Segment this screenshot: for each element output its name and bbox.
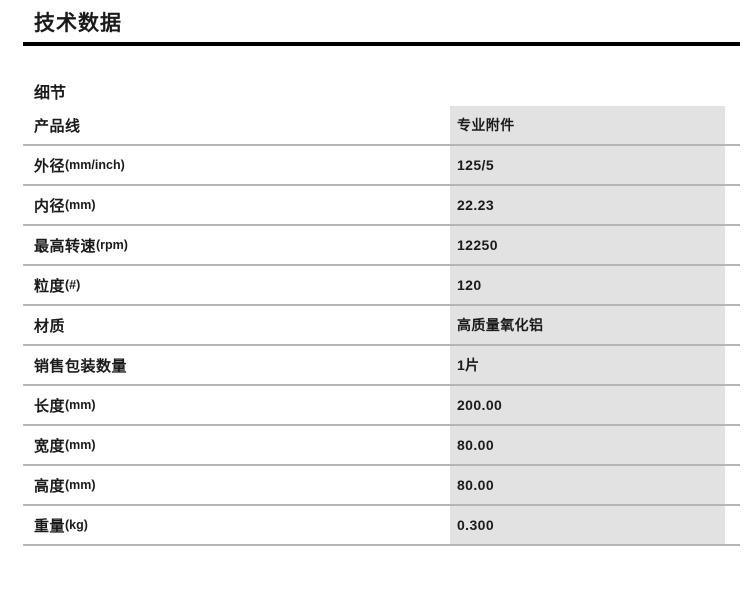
row-tail-spacer <box>725 146 740 184</box>
row-tail-spacer <box>725 306 740 344</box>
spec-label: 长度 <box>34 397 66 415</box>
spec-unit: (rpm) <box>96 238 128 252</box>
row-tail-spacer <box>725 466 740 504</box>
spec-label: 重量 <box>34 517 66 535</box>
table-row: 销售包装数量 1片 <box>23 346 740 386</box>
spec-label-cell: 产品线 <box>23 106 450 144</box>
row-tail-spacer <box>725 226 740 264</box>
row-tail-spacer <box>725 506 740 544</box>
spec-unit: (mm/inch) <box>65 158 125 172</box>
spec-unit: (mm) <box>65 438 96 452</box>
spec-value: 120 <box>457 277 482 293</box>
spec-label-cell: 高度 (mm) <box>23 466 450 504</box>
spec-unit: (#) <box>65 278 81 292</box>
title-underline-rule <box>23 42 740 46</box>
row-tail-spacer <box>725 426 740 464</box>
page-title: 技术数据 <box>34 12 122 35</box>
spec-value-cell: 80.00 <box>450 426 725 464</box>
spec-value: 专业附件 <box>457 117 515 133</box>
spec-label: 产品线 <box>34 117 81 135</box>
section-heading-details: 细节 <box>34 85 67 102</box>
table-row: 内径 (mm) 22.23 <box>23 186 740 226</box>
row-tail-spacer <box>725 346 740 384</box>
spec-value-cell: 1片 <box>450 346 725 384</box>
spec-value: 80.00 <box>457 437 495 453</box>
spec-value-cell: 125/5 <box>450 146 725 184</box>
table-row: 高度 (mm) 80.00 <box>23 466 740 506</box>
spec-value: 1片 <box>457 357 480 373</box>
row-tail-spacer <box>725 266 740 304</box>
spec-label: 材质 <box>34 317 66 335</box>
spec-value-cell: 专业附件 <box>450 106 725 144</box>
spec-unit: (kg) <box>65 518 88 532</box>
spec-value-cell: 高质量氧化铝 <box>450 306 725 344</box>
spec-value-cell: 22.23 <box>450 186 725 224</box>
spec-label: 外径 <box>34 157 66 175</box>
spec-unit: (mm) <box>65 478 96 492</box>
row-tail-spacer <box>725 106 740 144</box>
spec-label: 内径 <box>34 197 66 215</box>
table-row: 材质 高质量氧化铝 <box>23 306 740 346</box>
spec-value: 200.00 <box>457 397 503 413</box>
spec-unit: (mm) <box>65 398 96 412</box>
row-tail-spacer <box>725 186 740 224</box>
table-row: 产品线 专业附件 <box>23 106 740 146</box>
spec-value-cell: 120 <box>450 266 725 304</box>
spec-value: 80.00 <box>457 477 495 493</box>
spec-value: 12250 <box>457 237 498 253</box>
spec-label-cell: 重量 (kg) <box>23 506 450 544</box>
spec-value: 125/5 <box>457 157 495 173</box>
spec-label-cell: 粒度 (#) <box>23 266 450 304</box>
table-row: 外径 (mm/inch) 125/5 <box>23 146 740 186</box>
spec-label: 最高转速 <box>34 237 97 255</box>
table-row: 宽度 (mm) 80.00 <box>23 426 740 466</box>
spec-label: 宽度 <box>34 437 66 455</box>
spec-value-cell: 80.00 <box>450 466 725 504</box>
spec-label-cell: 内径 (mm) <box>23 186 450 224</box>
spec-label-cell: 长度 (mm) <box>23 386 450 424</box>
table-row: 重量 (kg) 0.300 <box>23 506 740 546</box>
spec-label: 销售包装数量 <box>34 357 128 375</box>
spec-label-cell: 销售包装数量 <box>23 346 450 384</box>
spec-label: 粒度 <box>34 277 66 295</box>
spec-label: 高度 <box>34 477 66 495</box>
spec-label-cell: 最高转速 (rpm) <box>23 226 450 264</box>
spec-value: 0.300 <box>457 517 495 533</box>
spec-value: 高质量氧化铝 <box>457 317 544 333</box>
spec-label-cell: 宽度 (mm) <box>23 426 450 464</box>
table-row: 粒度 (#) 120 <box>23 266 740 306</box>
spec-value-cell: 200.00 <box>450 386 725 424</box>
spec-value-cell: 12250 <box>450 226 725 264</box>
row-tail-spacer <box>725 386 740 424</box>
spec-label-cell: 外径 (mm/inch) <box>23 146 450 184</box>
spec-label-cell: 材质 <box>23 306 450 344</box>
table-row: 最高转速 (rpm) 12250 <box>23 226 740 266</box>
spec-value-cell: 0.300 <box>450 506 725 544</box>
spec-table: 产品线 专业附件 外径 (mm/inch) 125/5 内径 (mm) 22.23 <box>23 106 740 546</box>
table-row: 长度 (mm) 200.00 <box>23 386 740 426</box>
spec-unit: (mm) <box>65 198 96 212</box>
spec-value: 22.23 <box>457 197 495 213</box>
